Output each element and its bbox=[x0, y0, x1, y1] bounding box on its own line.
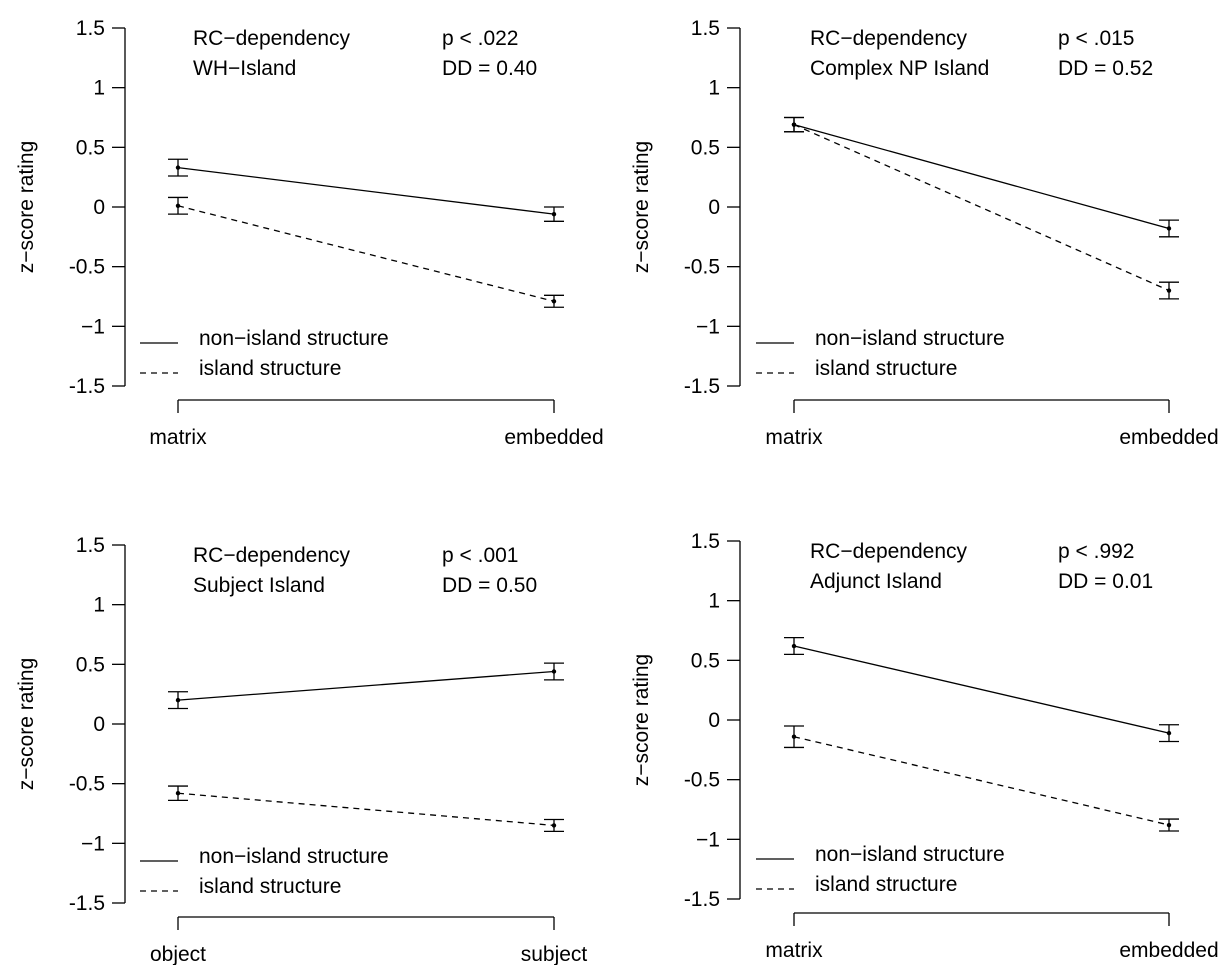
y-tick-label: -0.5 bbox=[69, 256, 105, 279]
data-point bbox=[1166, 226, 1172, 231]
dependency-annotation: RC−dependency bbox=[810, 540, 968, 563]
data-point bbox=[1166, 822, 1172, 828]
y-tick-label: 0.5 bbox=[691, 136, 720, 159]
data-point bbox=[551, 823, 557, 828]
dd-annotation: DD = 0.01 bbox=[1058, 570, 1153, 593]
x-tick-label: embedded bbox=[1119, 426, 1218, 449]
y-tick-label: 1 bbox=[93, 594, 105, 617]
y-tick-label: −1 bbox=[81, 315, 105, 338]
data-point bbox=[1166, 730, 1172, 736]
y-tick-label: -0.5 bbox=[684, 769, 720, 792]
island-series-line bbox=[793, 736, 1170, 826]
x-tick-label: embedded bbox=[504, 426, 603, 449]
data-point bbox=[1166, 288, 1172, 293]
y-tick-label: 1.5 bbox=[691, 17, 720, 40]
y-tick-label: -1.5 bbox=[69, 375, 105, 398]
p-value-annotation: p < .992 bbox=[1058, 540, 1134, 563]
non-island-series-line bbox=[177, 670, 555, 701]
y-tick-label: 1 bbox=[708, 590, 720, 613]
data-point bbox=[175, 791, 181, 796]
island-series-line bbox=[793, 124, 1170, 292]
y-tick-label: 1 bbox=[93, 77, 105, 100]
p-value-annotation: p < .022 bbox=[442, 27, 518, 50]
data-point bbox=[551, 669, 557, 674]
chart-panel-3: 1.5 1 0.5 0 -0.5 −1 -1.5 z−score rating object su… bbox=[15, 534, 587, 965]
island-annotation: Complex NP Island bbox=[810, 57, 989, 80]
data-point bbox=[175, 165, 181, 170]
data-point bbox=[175, 203, 181, 209]
data-point bbox=[791, 122, 797, 127]
dependency-annotation: RC−dependency bbox=[193, 27, 351, 50]
island-annotation: Subject Island bbox=[193, 574, 325, 597]
y-tick-label: 1 bbox=[708, 77, 720, 100]
legend-label: non−island structure bbox=[199, 327, 389, 350]
y-tick-label: 1.5 bbox=[76, 17, 105, 40]
non-island-series-line bbox=[793, 645, 1170, 734]
non-island-series-line bbox=[793, 124, 1170, 230]
island-series-line bbox=[177, 792, 555, 827]
legend-label: island structure bbox=[815, 357, 957, 380]
y-tick-label: 0 bbox=[93, 196, 105, 219]
y-tick-label: -0.5 bbox=[684, 256, 720, 279]
y-axis-label: z−score rating bbox=[630, 141, 653, 273]
island-annotation: Adjunct Island bbox=[810, 570, 942, 593]
dependency-annotation: RC−dependency bbox=[810, 27, 968, 50]
non-island-series-line bbox=[177, 166, 555, 215]
y-tick-label: −1 bbox=[696, 315, 720, 338]
island-series-line bbox=[177, 205, 555, 302]
y-tick-label: 0 bbox=[708, 196, 720, 219]
legend-label: island structure bbox=[199, 875, 341, 898]
x-tick-label: matrix bbox=[765, 426, 823, 449]
x-tick-label: embedded bbox=[1119, 939, 1218, 962]
y-tick-label: 0.5 bbox=[76, 136, 105, 159]
y-tick-label: 1.5 bbox=[76, 534, 105, 557]
data-point bbox=[791, 734, 797, 739]
y-axis-label: z−score rating bbox=[15, 658, 38, 790]
y-tick-label: -1.5 bbox=[69, 892, 105, 915]
dd-annotation: DD = 0.50 bbox=[442, 574, 537, 597]
chart-panel-4: 1.5 1 0.5 0 -0.5 −1 -1.5 z−score rating matrix em… bbox=[630, 530, 1219, 962]
data-point bbox=[791, 643, 797, 649]
legend-label: non−island structure bbox=[815, 843, 1005, 866]
y-tick-label: 0.5 bbox=[691, 649, 720, 672]
chart-panel-2: 1.5 1 0.5 0 -0.5 −1 -1.5 z−score rating matrix em… bbox=[630, 17, 1219, 449]
p-value-annotation: p < .015 bbox=[1058, 27, 1134, 50]
dd-annotation: DD = 0.40 bbox=[442, 57, 537, 80]
x-tick-label: matrix bbox=[765, 939, 823, 962]
legend-label: non−island structure bbox=[199, 845, 389, 868]
y-tick-label: -0.5 bbox=[69, 773, 105, 796]
y-tick-label: 0 bbox=[93, 713, 105, 736]
x-tick-label: matrix bbox=[149, 426, 207, 449]
dd-annotation: DD = 0.52 bbox=[1058, 57, 1153, 80]
y-axis-label: z−score rating bbox=[630, 654, 653, 786]
y-tick-label: 1.5 bbox=[691, 530, 720, 553]
island-annotation: WH−Island bbox=[193, 57, 296, 80]
legend-label: island structure bbox=[199, 357, 341, 380]
chart-panel-1: 1.5 1 0.5 0 -0.5 −1 -1.5 z−score rating matrix em… bbox=[15, 17, 604, 449]
data-point bbox=[175, 697, 181, 703]
y-tick-label: 0 bbox=[708, 709, 720, 732]
data-point bbox=[551, 211, 557, 217]
x-tick-label: subject bbox=[521, 943, 588, 965]
y-tick-label: −1 bbox=[81, 832, 105, 855]
data-point bbox=[551, 299, 557, 304]
legend-label: island structure bbox=[815, 873, 957, 896]
y-tick-label: -1.5 bbox=[684, 375, 720, 398]
p-value-annotation: p < .001 bbox=[442, 544, 518, 567]
legend-label: non−island structure bbox=[815, 327, 1005, 350]
dependency-annotation: RC−dependency bbox=[193, 544, 351, 567]
x-tick-label: object bbox=[150, 943, 206, 965]
y-tick-label: 0.5 bbox=[76, 653, 105, 676]
y-tick-label: −1 bbox=[696, 828, 720, 851]
y-tick-label: -1.5 bbox=[684, 888, 720, 911]
y-axis-label: z−score rating bbox=[15, 141, 38, 273]
